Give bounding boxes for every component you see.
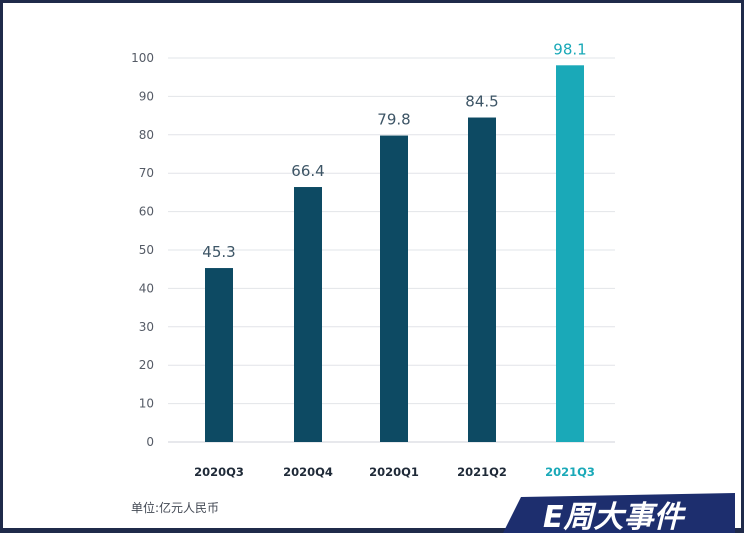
data-label: 98.1 xyxy=(553,40,586,58)
bar xyxy=(556,65,584,442)
y-tick-label: 20 xyxy=(139,358,154,372)
x-tick-label: 2021Q3 xyxy=(545,465,595,479)
chart-panel: 0 10 20 30 40 50 60 70 80 90 100 45.3 2020Q3 66.4 2020… xyxy=(3,3,741,528)
x-tick-label: 2020Q4 xyxy=(283,465,333,479)
y-tick-label: 50 xyxy=(139,243,154,257)
bar-chart: 0 10 20 30 40 50 60 70 80 90 100 45.3 2020Q3 66.4 2020… xyxy=(3,3,741,531)
bar xyxy=(205,268,233,442)
y-tick-label: 40 xyxy=(139,281,154,295)
bar xyxy=(380,136,408,442)
y-tick-label: 60 xyxy=(139,205,154,219)
data-label: 84.5 xyxy=(465,93,498,111)
y-tick-label: 0 xyxy=(146,435,154,449)
bar xyxy=(468,118,496,442)
unit-label: 单位:亿元人民币 xyxy=(131,499,219,516)
brand-logo: E周大事件 xyxy=(503,493,735,533)
logo-text: E周大事件 xyxy=(543,500,686,533)
y-tick-label: 70 xyxy=(139,166,154,180)
y-tick-label: 90 xyxy=(139,89,154,103)
x-tick-label: 2021Q2 xyxy=(457,465,507,479)
data-label: 79.8 xyxy=(377,111,410,129)
bar xyxy=(294,187,322,442)
y-tick-label: 10 xyxy=(139,397,154,411)
data-label: 66.4 xyxy=(291,162,324,180)
x-tick-label: 2020Q1 xyxy=(369,465,419,479)
x-tick-label: 2020Q3 xyxy=(194,465,244,479)
data-label: 45.3 xyxy=(202,243,235,261)
y-tick-label: 100 xyxy=(131,51,154,65)
y-tick-label: 80 xyxy=(139,128,154,142)
y-tick-label: 30 xyxy=(139,320,154,334)
